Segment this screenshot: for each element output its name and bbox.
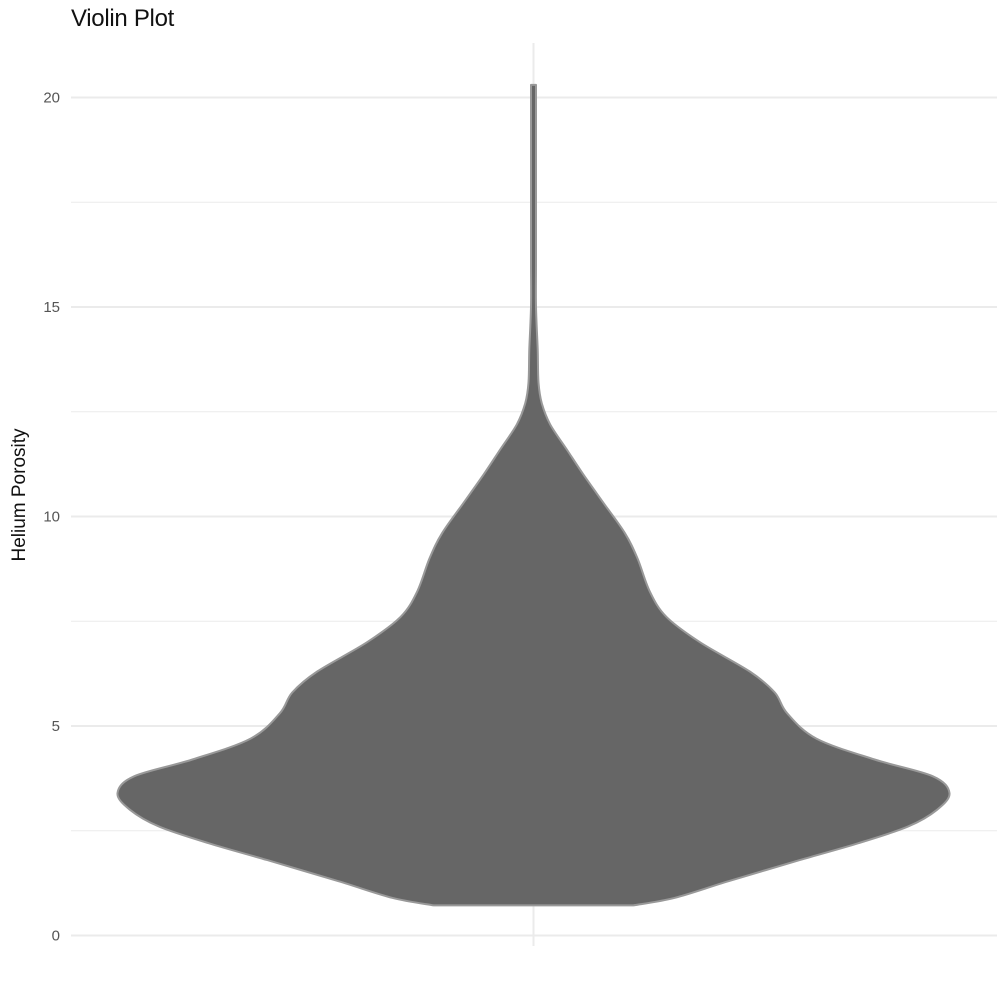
y-tick-labels: 0 5 10 15 20 — [43, 89, 60, 944]
y-tick-label: 20 — [43, 89, 60, 106]
y-tick-label: 5 — [52, 718, 60, 735]
y-tick-label: 0 — [52, 928, 60, 945]
chart-title: Violin Plot — [71, 5, 174, 32]
y-tick-label: 10 — [43, 508, 60, 525]
y-tick-label: 15 — [43, 299, 60, 316]
violin-layer — [116, 83, 951, 907]
violin-body — [116, 83, 951, 907]
